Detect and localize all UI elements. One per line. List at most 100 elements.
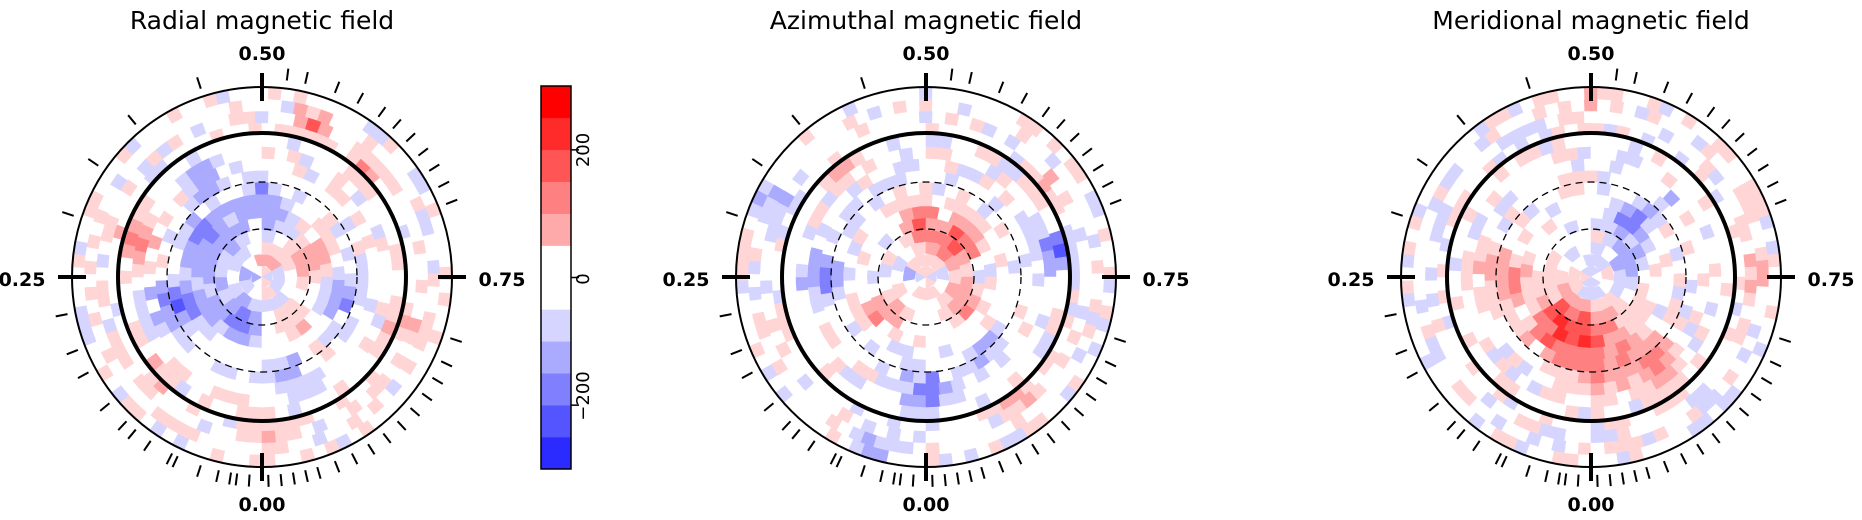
observation-phase-tick — [1092, 163, 1104, 172]
observation-phase-tick — [304, 470, 309, 483]
latitude-circle — [830, 181, 1022, 373]
observation-phase-tick — [440, 360, 453, 368]
map-cell — [274, 392, 290, 408]
map-cell — [912, 454, 927, 468]
map-cell — [1577, 442, 1592, 456]
latitude-circle — [1495, 181, 1687, 373]
observation-phase-tick — [171, 455, 179, 468]
map-cell — [261, 370, 277, 385]
map-cell — [1744, 266, 1758, 281]
observation-phase-tick — [829, 452, 838, 465]
map-cell — [1413, 246, 1428, 262]
observation-phase-tick — [911, 474, 915, 487]
observation-phase-tick — [1073, 407, 1085, 417]
map-cell — [267, 110, 283, 125]
map-cell — [1054, 256, 1069, 272]
observation-phase-tick — [719, 313, 732, 318]
map-meridional: Meridional magnetic field 0.50 0.00 0.25… — [1328, 6, 1855, 516]
equator-ring — [116, 131, 408, 423]
observation-phase-tick — [1069, 132, 1080, 143]
map-cell — [1576, 394, 1592, 408]
observation-phase-tick — [781, 420, 792, 431]
map-cell — [911, 358, 927, 373]
observation-phase-tick — [725, 211, 738, 217]
map-cell — [1576, 370, 1592, 385]
observation-phase-tick — [1060, 420, 1071, 431]
map-cell — [1755, 286, 1770, 301]
map-cell — [911, 394, 927, 408]
observation-phase-tick — [1721, 118, 1731, 130]
map-cell — [866, 269, 880, 285]
observation-phase-tick — [1633, 71, 1638, 84]
map-cell — [267, 169, 283, 185]
observation-phase-tick — [791, 428, 801, 440]
map-cell — [1590, 430, 1605, 444]
map-cell — [1448, 282, 1463, 298]
map-cell — [759, 266, 773, 281]
map-cell — [1590, 394, 1606, 408]
map-cell — [1603, 392, 1619, 408]
observation-phase-tick — [1031, 443, 1040, 455]
phase-label-0.75: 0.75 — [1143, 269, 1190, 291]
map-cell — [1412, 259, 1426, 275]
observation-phase-tick — [1046, 432, 1056, 444]
map-cell — [261, 406, 276, 420]
map-cell — [830, 259, 845, 275]
map-cell — [735, 279, 749, 295]
observation-phase-tick — [1525, 465, 1531, 478]
map-cell — [248, 406, 263, 420]
colorbar: 200 0 −200 — [540, 85, 594, 470]
map-cell — [119, 282, 134, 298]
map-cell — [1719, 256, 1734, 272]
map-cell — [1400, 279, 1414, 295]
observation-phase-tick — [304, 71, 309, 84]
observation-phase-tick — [943, 474, 947, 487]
map-cell — [1685, 266, 1699, 281]
observation-phase-tick — [431, 376, 444, 385]
map-cell — [414, 252, 429, 268]
map-cell — [83, 259, 97, 275]
observation-phase-tick — [333, 81, 341, 94]
map-cell — [925, 276, 937, 290]
map-cell — [227, 111, 244, 127]
observation-phase-tick — [879, 470, 884, 483]
map-cell — [274, 440, 290, 455]
map-cell — [178, 279, 193, 295]
map-cell — [178, 266, 192, 281]
map-cell — [1424, 252, 1439, 268]
map-cell — [972, 269, 986, 285]
map-cell — [261, 276, 273, 290]
map-cell — [202, 269, 216, 285]
map-cell — [983, 262, 998, 278]
map-cell — [830, 273, 844, 288]
map-cell — [806, 259, 821, 275]
map-cell — [1684, 279, 1699, 295]
observation-phase-tick — [1416, 158, 1428, 167]
map-cell — [1596, 86, 1612, 101]
observation-phase-tick — [807, 440, 816, 452]
map-cell — [425, 246, 440, 262]
map-radial: Radial magnetic field 0.50 0.00 0.25 0.7… — [0, 6, 525, 516]
map-cell — [261, 430, 276, 444]
map-cell — [1583, 193, 1599, 207]
observation-phase-tick — [1706, 106, 1716, 118]
observation-phase-tick — [421, 392, 433, 402]
colorbar-band — [540, 436, 572, 470]
map-cell — [261, 134, 276, 148]
observation-phase-tick — [968, 71, 973, 84]
map-cell — [931, 110, 947, 125]
map-cell — [898, 440, 914, 455]
colorbar-band — [540, 181, 572, 214]
map-cell — [1672, 259, 1687, 275]
phase-label-0.75: 0.75 — [479, 269, 526, 291]
map-cell — [1590, 276, 1602, 290]
map-cell — [390, 256, 405, 272]
map-cell — [1570, 110, 1586, 125]
map-cell — [415, 279, 429, 295]
observation-phase-tick — [247, 474, 251, 487]
observation-phase-tick — [1620, 472, 1625, 485]
map-azimuthal: Azimuthal magnetic field 0.50 0.00 0.25 … — [663, 6, 1190, 516]
observation-phase-tick — [61, 211, 74, 217]
colorbar-band — [540, 245, 572, 278]
map-cell — [247, 358, 263, 373]
